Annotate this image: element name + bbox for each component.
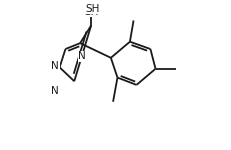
Text: SH: SH bbox=[84, 7, 99, 17]
Text: SH: SH bbox=[85, 4, 99, 14]
Text: N: N bbox=[51, 61, 59, 71]
Text: N: N bbox=[78, 51, 86, 61]
Text: N: N bbox=[51, 87, 59, 96]
